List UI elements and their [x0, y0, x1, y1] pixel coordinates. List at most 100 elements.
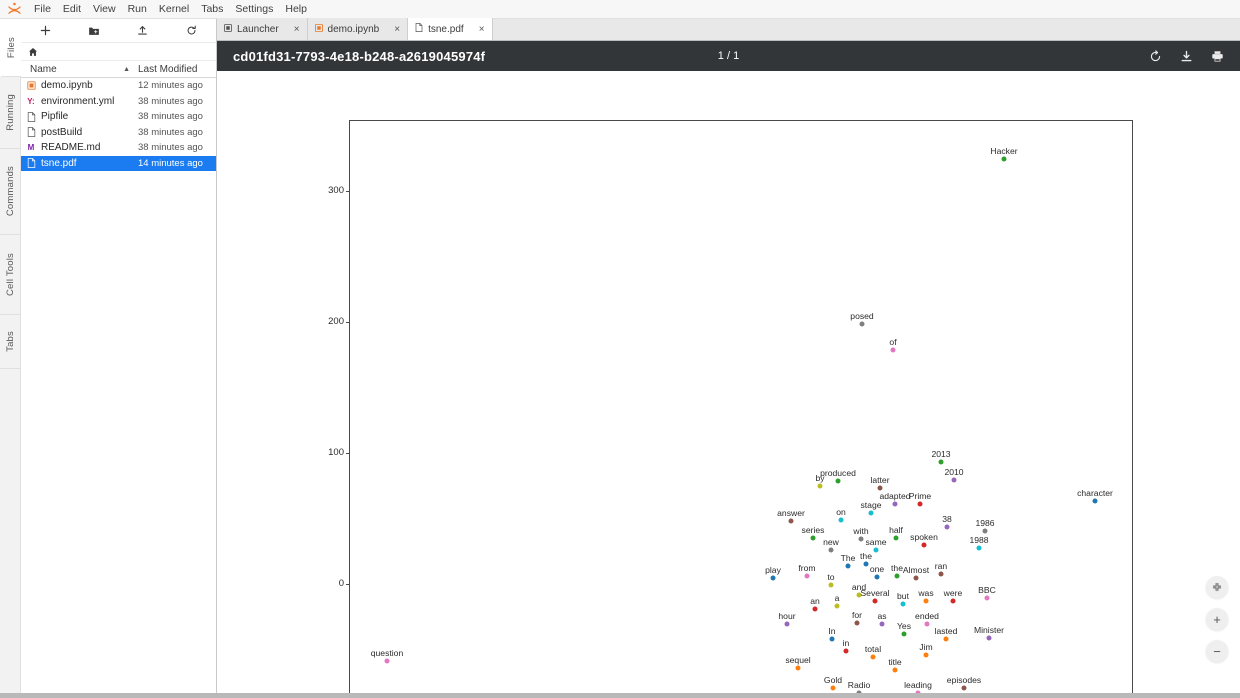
list-item[interactable]: M README.md 38 minutes ago [21, 140, 216, 156]
column-header-name[interactable]: Name ▲ [21, 64, 138, 75]
scatter-point [879, 621, 885, 627]
scatter-point [870, 654, 876, 660]
tab-label: demo.ipynb [327, 23, 380, 35]
scatter-point-label: new [823, 537, 839, 547]
scatter-point [923, 598, 929, 604]
scatter-point [834, 603, 840, 609]
jupyter-logo-icon [0, 0, 28, 19]
sidebar-item-cell-tools[interactable]: Cell Tools [0, 235, 21, 315]
menu-run[interactable]: Run [127, 2, 147, 15]
sidebar-item-files[interactable]: Files [0, 19, 21, 77]
scatter-point-label: Almost [902, 565, 930, 575]
scatter-point [835, 478, 841, 484]
yaml-icon: Y: [27, 96, 35, 106]
file-modified: 38 minutes ago [138, 142, 203, 154]
new-folder-icon[interactable] [70, 19, 119, 43]
scatter-point [784, 621, 790, 627]
scatter-point-label: a [834, 593, 840, 603]
menu-file[interactable]: File [34, 2, 51, 15]
list-item[interactable]: tsne.pdf 14 minutes ago [21, 155, 216, 171]
tab-demo-ipynb[interactable]: demo.ipynb × [307, 18, 409, 40]
scatter-point [838, 517, 844, 523]
scatter-point-label: play [765, 565, 781, 575]
scatter-point-label: leading [904, 680, 932, 690]
file-list: demo.ipynb 12 minutes ago Y: environment… [21, 78, 216, 171]
menu-help[interactable]: Help [285, 2, 307, 15]
y-axis-tick-label: 100 [328, 447, 344, 458]
scatter-point-label: to [827, 572, 835, 582]
close-icon[interactable]: × [394, 23, 401, 35]
scatter-point [828, 547, 834, 553]
scatter-point [986, 635, 992, 641]
sidebar-label-commands: Commands [5, 166, 16, 217]
file-name: environment.yml [41, 95, 115, 107]
list-item[interactable]: Pipfile 38 minutes ago [21, 109, 216, 125]
scatter-point-label: from [798, 563, 816, 573]
list-item[interactable]: demo.ipynb 12 minutes ago [21, 78, 216, 94]
rotate-icon[interactable] [1149, 49, 1162, 63]
scatter-point-label: total [864, 644, 882, 654]
scatter-point-label: 2013 [931, 449, 951, 459]
file-modified: 38 minutes ago [138, 111, 203, 123]
breadcrumb[interactable] [21, 43, 216, 61]
file-name: README.md [41, 142, 101, 154]
y-axis-tick-label: 300 [328, 185, 344, 196]
menu-kernel[interactable]: Kernel [158, 2, 190, 15]
tab-tsne-pdf[interactable]: tsne.pdf × [408, 18, 493, 40]
scatter-point [1001, 156, 1007, 162]
pdf-page-canvas: 3002001000-100Hackerposedof20132010produ… [217, 71, 1240, 698]
download-icon[interactable] [1180, 50, 1193, 63]
file-modified: 14 minutes ago [138, 157, 203, 169]
scatter-point [828, 582, 834, 588]
list-item[interactable]: Y: environment.yml 38 minutes ago [21, 94, 216, 110]
file-modified: 38 minutes ago [138, 95, 203, 107]
close-icon[interactable]: × [293, 23, 300, 35]
column-header-modified[interactable]: Last Modified [138, 63, 198, 75]
scatter-point-label: as [877, 611, 887, 621]
sidebar-item-running[interactable]: Running [0, 77, 21, 149]
pdf-toolbar: cd01fd31-7793-4e18-b248-a2619045974f 1 /… [217, 41, 1240, 71]
main-dock-area: Launcher × demo.ipynb × tsne.pdf × cd01f… [217, 18, 1240, 698]
menu-settings[interactable]: Settings [235, 2, 274, 15]
pdf-zoom-controls: + − [1206, 576, 1228, 662]
scatter-point-label: question [370, 648, 404, 658]
scatter-point-label: the [860, 551, 872, 561]
close-icon[interactable]: × [478, 23, 485, 35]
scatter-point [917, 501, 923, 507]
scatter-point [938, 571, 944, 577]
sort-ascending-icon: ▲ [123, 65, 130, 73]
new-launcher-button[interactable] [21, 19, 70, 43]
tab-launcher[interactable]: Launcher × [217, 18, 308, 40]
file-modified: 38 minutes ago [138, 126, 203, 138]
scatter-point [384, 658, 390, 664]
sidebar-item-commands[interactable]: Commands [0, 149, 21, 235]
refresh-icon[interactable] [167, 19, 216, 43]
zoom-in-button[interactable]: + [1206, 608, 1228, 630]
scatter-point [894, 573, 900, 579]
scatter-point [845, 563, 851, 569]
scatter-point-label: The [840, 553, 856, 563]
scatter-point [923, 652, 929, 658]
y-axis-tick-mark [346, 453, 350, 454]
scatter-point-label: 1988 [969, 535, 989, 545]
markdown-icon: M [27, 143, 35, 153]
zoom-out-button[interactable]: − [1206, 640, 1228, 662]
menu-tabs[interactable]: Tabs [201, 2, 224, 15]
scatter-point-label: ended [915, 611, 939, 621]
fit-page-button[interactable] [1206, 576, 1228, 598]
sidebar-item-tabs[interactable]: Tabs [0, 315, 21, 369]
print-icon[interactable] [1211, 50, 1224, 63]
sidebar-label-cell-tools: Cell Tools [5, 252, 16, 296]
file-name: Pipfile [41, 111, 69, 123]
list-item[interactable]: postBuild 38 minutes ago [21, 125, 216, 141]
scatter-point [859, 321, 865, 327]
menu-view[interactable]: View [93, 2, 116, 15]
scatter-point-label: Hacker [990, 146, 1018, 156]
menu-edit[interactable]: Edit [62, 2, 82, 15]
scatter-point-label: were [943, 588, 963, 598]
file-modified: 12 minutes ago [138, 80, 203, 92]
scatter-point-label: Jim [919, 642, 933, 652]
menu-bar: File Edit View Run Kernel Tabs Settings … [0, 0, 1240, 19]
upload-icon[interactable] [119, 19, 168, 43]
scatter-point [982, 528, 988, 534]
